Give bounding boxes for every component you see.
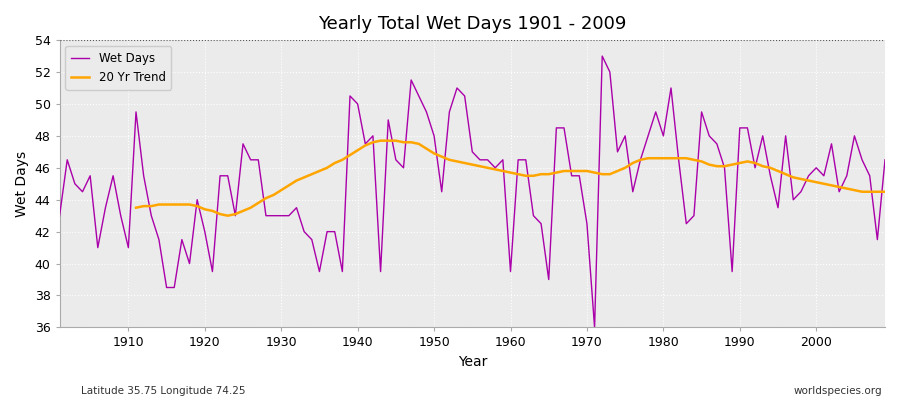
20 Yr Trend bbox=[367, 140, 378, 145]
Wet Days bbox=[329, 229, 340, 234]
Line: 20 Yr Trend: 20 Yr Trend bbox=[136, 141, 885, 216]
Wet Days bbox=[54, 213, 65, 218]
Text: worldspecies.org: worldspecies.org bbox=[794, 386, 882, 396]
20 Yr Trend bbox=[222, 213, 233, 218]
Text: Latitude 35.75 Longitude 74.25: Latitude 35.75 Longitude 74.25 bbox=[81, 386, 246, 396]
Line: Wet Days: Wet Days bbox=[59, 56, 885, 328]
20 Yr Trend bbox=[130, 205, 141, 210]
20 Yr Trend bbox=[337, 158, 347, 162]
20 Yr Trend bbox=[520, 173, 531, 178]
Wet Days bbox=[498, 158, 508, 162]
Wet Days bbox=[284, 213, 294, 218]
Wet Days bbox=[115, 213, 126, 218]
20 Yr Trend bbox=[375, 138, 386, 143]
Y-axis label: Wet Days: Wet Days bbox=[15, 151, 29, 217]
Title: Yearly Total Wet Days 1901 - 2009: Yearly Total Wet Days 1901 - 2009 bbox=[318, 15, 626, 33]
20 Yr Trend bbox=[544, 172, 554, 176]
Legend: Wet Days, 20 Yr Trend: Wet Days, 20 Yr Trend bbox=[66, 46, 171, 90]
20 Yr Trend bbox=[734, 161, 745, 166]
Wet Days bbox=[505, 269, 516, 274]
Wet Days bbox=[597, 54, 608, 58]
Wet Days bbox=[590, 325, 600, 330]
20 Yr Trend bbox=[879, 189, 890, 194]
X-axis label: Year: Year bbox=[457, 355, 487, 369]
20 Yr Trend bbox=[314, 168, 325, 173]
Wet Days bbox=[879, 158, 890, 162]
Wet Days bbox=[612, 150, 623, 154]
